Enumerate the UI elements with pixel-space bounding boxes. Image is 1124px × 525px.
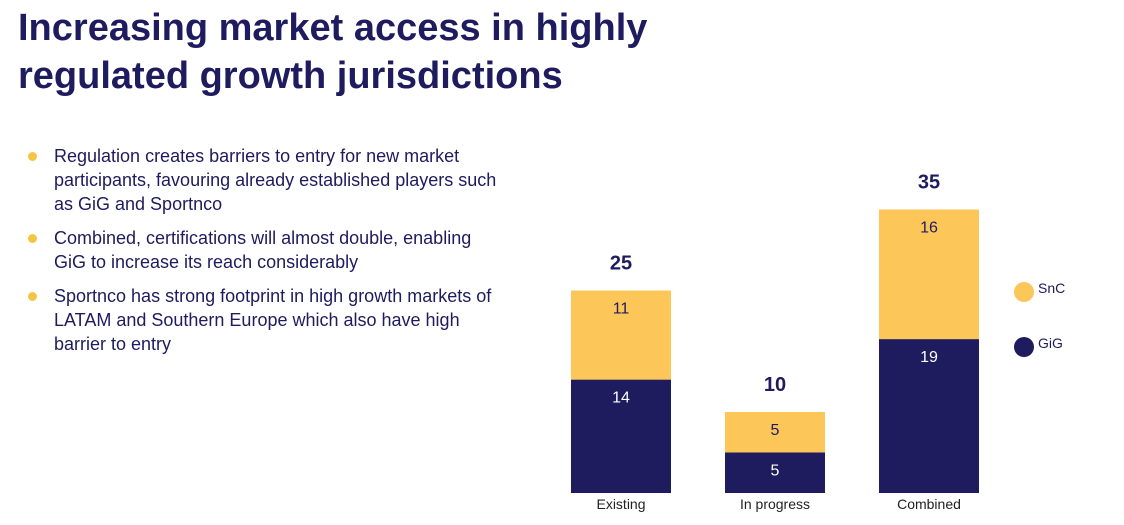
bar-total-label: 25: [610, 253, 632, 275]
bar-total-label: 35: [918, 172, 940, 194]
bar-value-label: 19: [920, 349, 938, 366]
legend-swatch-snc: [1014, 282, 1034, 302]
bar-snc-2: [879, 209, 979, 340]
bar-snc-1: [725, 412, 825, 453]
legend-label-gig: GiG: [1038, 335, 1063, 351]
bullet-text: Sportnco has strong footprint in high gr…: [54, 286, 492, 354]
bar-snc-0: [571, 290, 671, 380]
bullet-list: Regulation creates barriers to entry for…: [28, 144, 508, 366]
bullet-dot-icon: [28, 152, 37, 161]
bullet-item: Combined, certifications will almost dou…: [28, 226, 508, 274]
bar-gig-0: [571, 379, 671, 493]
bullet-text: Regulation creates barriers to entry for…: [54, 146, 497, 214]
category-label: In progress: [740, 496, 810, 512]
legend-swatch-gig: [1014, 337, 1034, 357]
bullet-dot-icon: [28, 234, 37, 243]
bullet-text: Combined, certifications will almost dou…: [54, 228, 472, 272]
bar-gig-1: [725, 452, 825, 493]
bullet-item: Regulation creates barriers to entry for…: [28, 144, 508, 216]
bar-total-label: 10: [764, 374, 786, 396]
page-title: Increasing market access in highly regul…: [18, 7, 648, 97]
bar-value-label: 16: [920, 220, 938, 237]
legend-label-snc: SnC: [1038, 280, 1065, 296]
category-label: Combined: [897, 496, 961, 512]
bar-value-label: 14: [612, 390, 630, 407]
bar-value-label: 11: [613, 301, 630, 318]
bar-value-label: 5: [771, 422, 780, 439]
bullet-item: Sportnco has strong footprint in high gr…: [28, 284, 508, 356]
bar-value-label: 5: [771, 463, 780, 480]
bullet-dot-icon: [28, 292, 37, 301]
bar-gig-2: [879, 339, 979, 493]
category-label: Existing: [596, 496, 645, 512]
